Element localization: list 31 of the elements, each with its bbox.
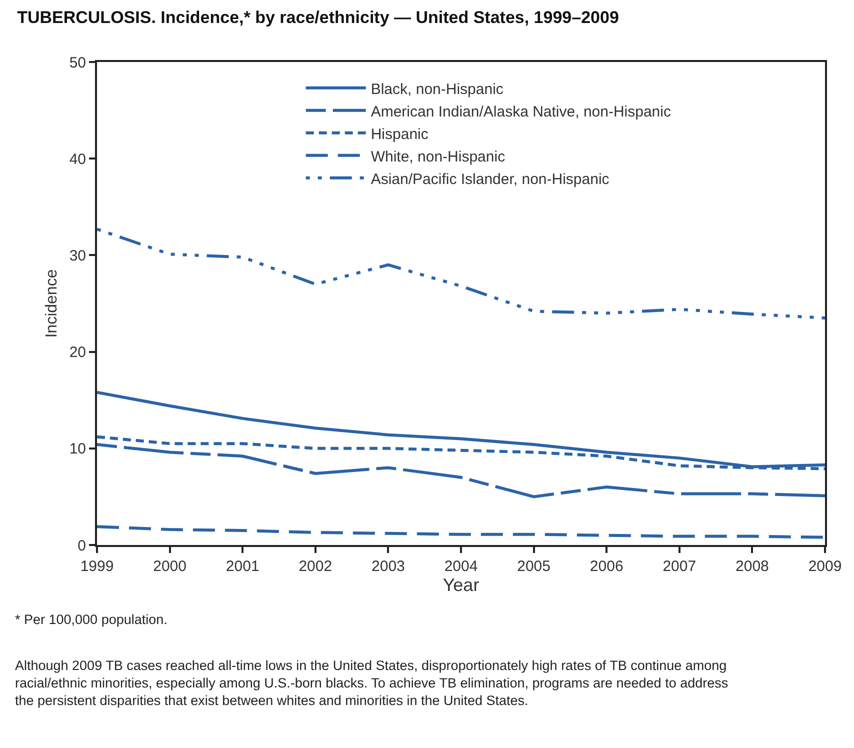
- y-tick-label: 30: [69, 247, 86, 264]
- legend-label: American Indian/Alaska Native, non-Hispanic: [370, 103, 672, 120]
- y-axis-title: Incidence: [44, 269, 61, 338]
- chart-title: TUBERCULOSIS. Incidence,* by race/ethnicity — United States, 1999–2009: [17, 8, 619, 28]
- text: Although 2009 TB cases reached all-time lows in the United States, disproportionately high rates of TB continue among racial/ethnic minorities, especially among U.S.-born blacks. To achieve TB elimination, programs are needed to address the persistent disparities that exist between whites and minorities in the United States.: [15, 658, 728, 708]
- text: * Per 100,000 population.: [15, 612, 168, 627]
- x-tick-label: 2000: [153, 558, 186, 575]
- legend-label: Hispanic: [370, 126, 429, 143]
- x-tick-label: 2009: [808, 558, 842, 575]
- line-series: [97, 390, 825, 468]
- line-series: [97, 525, 825, 539]
- y-tick-label: 0: [78, 537, 86, 554]
- x-tick-label: 2003: [372, 558, 405, 575]
- line-series: [97, 228, 825, 320]
- x-tick-label: 2004: [444, 558, 478, 575]
- x-tick-label: 2001: [226, 558, 260, 575]
- y-tick-label: 40: [69, 150, 86, 168]
- legend-label: Asian/Pacific Islander, non-Hispanic: [370, 170, 610, 188]
- legend-label: Black, non-Hispanic: [370, 80, 504, 98]
- x-tick-label: 2008: [736, 558, 769, 575]
- x-tick-label: 2002: [298, 558, 332, 575]
- y-tick-label: 20: [69, 344, 86, 362]
- legend-label: White, non-Hispanic: [370, 148, 506, 166]
- line-series: [97, 443, 825, 498]
- x-axis-title: Year: [442, 575, 480, 595]
- x-tick-label: 2006: [590, 558, 624, 575]
- y-tick-label: 10: [69, 440, 86, 458]
- x-tick-label: 1999: [80, 558, 114, 575]
- x-tick-label: 2005: [517, 558, 550, 575]
- y-tick-label: 50: [69, 54, 86, 72]
- x-tick-label: 2007: [662, 558, 696, 575]
